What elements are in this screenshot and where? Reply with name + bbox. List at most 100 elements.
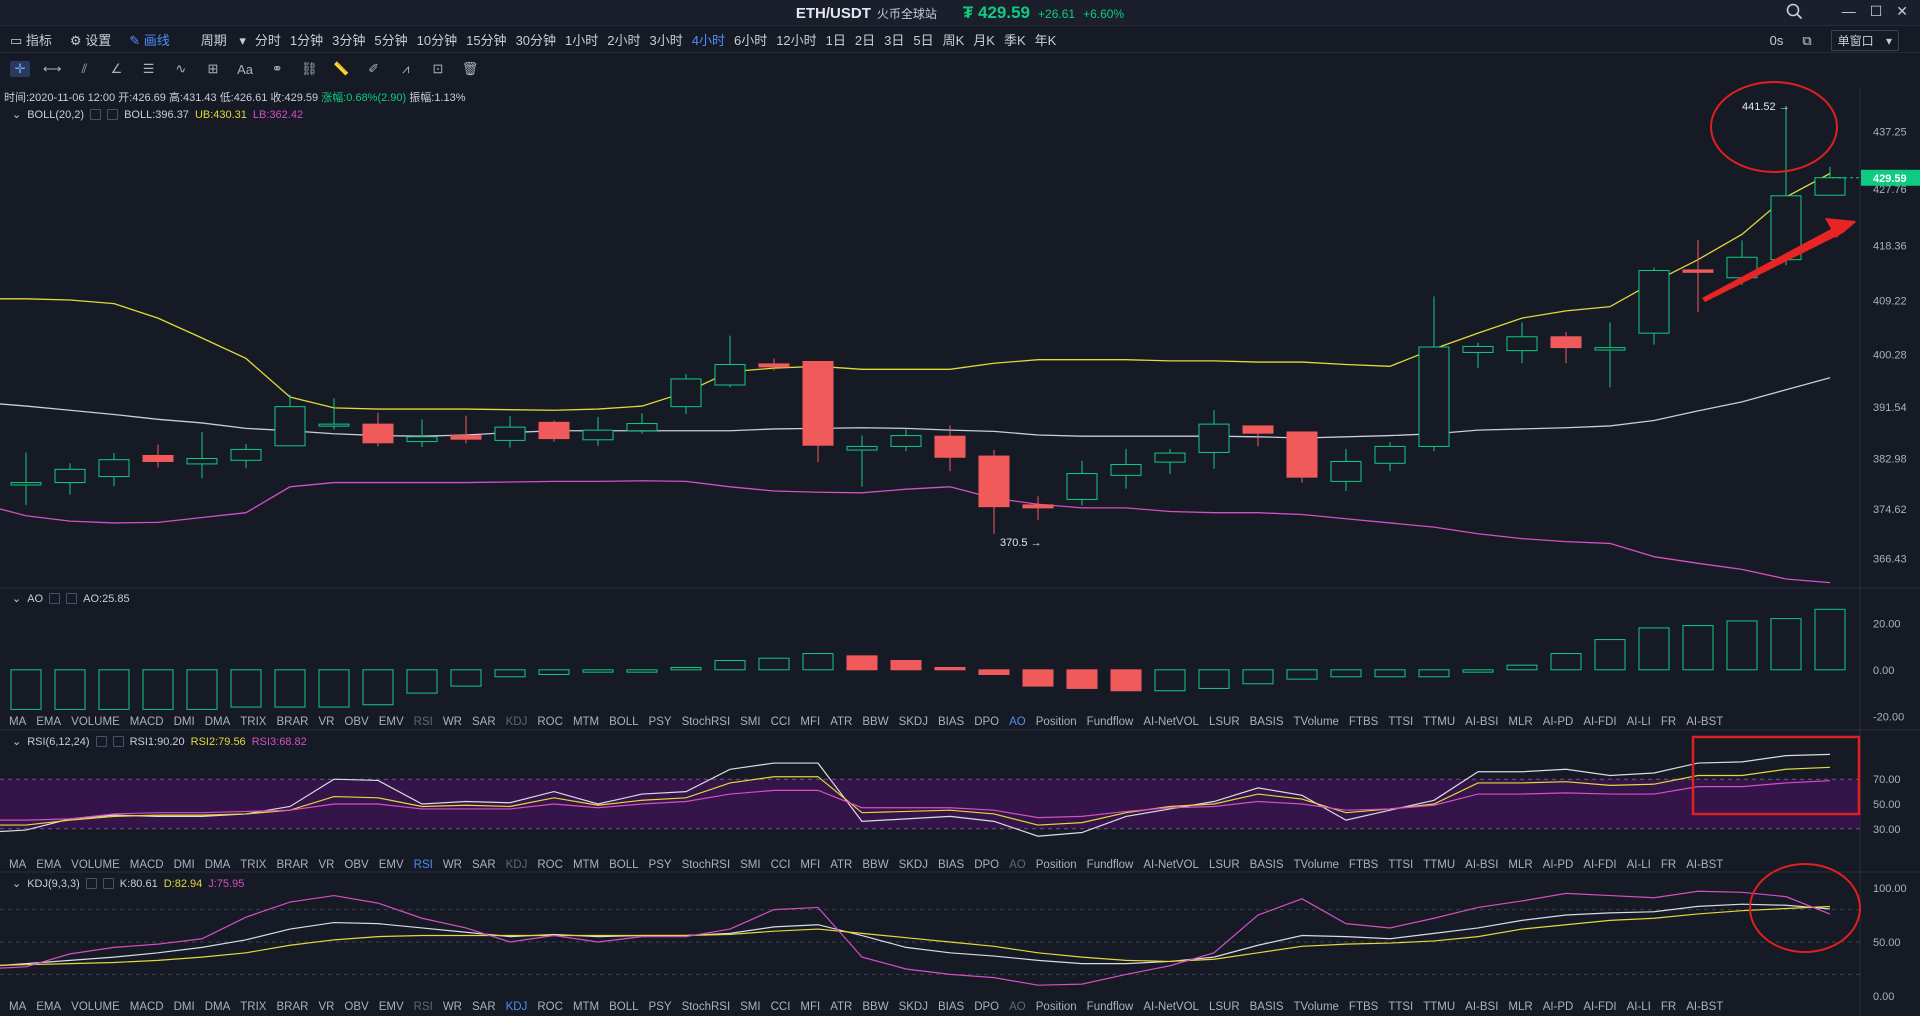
- indicator-tab-bbw[interactable]: BBW: [862, 715, 889, 728]
- maximize-icon[interactable]: ☐: [1869, 3, 1883, 19]
- period-dropdown[interactable]: 周期 ▾: [200, 33, 246, 48]
- period-13[interactable]: 1日: [825, 33, 846, 48]
- indicator-tab-lsur[interactable]: LSUR: [1208, 1000, 1240, 1013]
- indicator-tab-dmi[interactable]: DMI: [173, 858, 195, 871]
- indicator-tab-kdj[interactable]: KDJ: [505, 715, 528, 728]
- indicator-tab-smi[interactable]: SMI: [740, 1000, 761, 1013]
- indicator-tab-macd[interactable]: MACD: [129, 1000, 164, 1013]
- indicator-tab-boll[interactable]: BOLL: [609, 1000, 639, 1013]
- indicator-tab-ema[interactable]: EMA: [36, 1000, 62, 1013]
- period-16[interactable]: 5日: [913, 33, 934, 48]
- indicator-tab-sar[interactable]: SAR: [471, 715, 496, 728]
- indicator-tab-obv[interactable]: OBV: [344, 1000, 369, 1013]
- indicator-tab-stochrsi[interactable]: StochRSI: [681, 715, 731, 728]
- indicator-tab-ema[interactable]: EMA: [36, 715, 62, 728]
- ruler-tool-icon[interactable]: 📏: [333, 61, 350, 76]
- indicator-tab-bbw[interactable]: BBW: [862, 1000, 889, 1013]
- indicator-tab-ttsi[interactable]: TTSI: [1388, 1000, 1414, 1013]
- indicator-tab-ai-bsi[interactable]: AI-BSI: [1465, 1000, 1499, 1013]
- indicator-tab-basis[interactable]: BASIS: [1249, 715, 1284, 728]
- indicator-tab-ema[interactable]: EMA: [36, 858, 62, 871]
- indicator-tab-bias[interactable]: BIAS: [937, 1000, 965, 1013]
- indicator-tab-boll[interactable]: BOLL: [609, 858, 639, 871]
- indicator-tab-fundflow[interactable]: Fundflow: [1086, 858, 1134, 871]
- indicator-tab-ttsi[interactable]: TTSI: [1388, 858, 1414, 871]
- indicator-tab-fr[interactable]: FR: [1660, 715, 1677, 728]
- collapse-ao-icon[interactable]: ⌄: [12, 593, 22, 605]
- indicator-tab-kdj[interactable]: KDJ: [505, 1000, 528, 1013]
- indicator-tab-ao[interactable]: AO: [1009, 715, 1026, 728]
- indicator-tab-cci[interactable]: CCI: [770, 1000, 791, 1013]
- period-4[interactable]: 10分钟: [416, 33, 458, 48]
- indicator-tab-ftbs[interactable]: FTBS: [1348, 715, 1379, 728]
- link-tool-icon[interactable]: ⛓: [301, 61, 318, 76]
- indicator-tab-dpo[interactable]: DPO: [974, 858, 1000, 871]
- indicator-tab-obv[interactable]: OBV: [344, 858, 369, 871]
- indicator-tab-mlr[interactable]: MLR: [1508, 1000, 1533, 1013]
- indicator-tab-atr[interactable]: ATR: [830, 1000, 853, 1013]
- indicator-tab-dpo[interactable]: DPO: [974, 715, 1000, 728]
- indicator-tab-basis[interactable]: BASIS: [1249, 858, 1284, 871]
- indicator-tab-rsi[interactable]: RSI: [413, 1000, 433, 1013]
- boll-settings-icon[interactable]: [90, 109, 102, 120]
- angle-tool-icon[interactable]: ∠: [110, 61, 123, 76]
- period-20[interactable]: 年K: [1034, 33, 1057, 48]
- indicator-tab-emv[interactable]: EMV: [378, 1000, 404, 1013]
- trend-line-tool-icon[interactable]: ⫽: [81, 61, 88, 76]
- indicator-tab-tvolume[interactable]: TVolume: [1293, 858, 1339, 871]
- indicator-tab-boll[interactable]: BOLL: [609, 715, 639, 728]
- period-10[interactable]: 4小时: [691, 33, 725, 48]
- indicator-tab-ai-li[interactable]: AI-LI: [1626, 858, 1651, 871]
- indicator-tab-emv[interactable]: EMV: [378, 715, 404, 728]
- indicator-tab-ma[interactable]: MA: [9, 1000, 27, 1013]
- indicator-tab-brar[interactable]: BRAR: [276, 715, 309, 728]
- ao-settings-icon[interactable]: [49, 593, 61, 604]
- indicator-tab-ftbs[interactable]: FTBS: [1348, 1000, 1379, 1013]
- indicator-tab-psy[interactable]: PSY: [648, 858, 672, 871]
- indicator-tab-rsi[interactable]: RSI: [413, 715, 433, 728]
- boll-close-icon[interactable]: [107, 109, 119, 120]
- indicator-tab-ai-bsi[interactable]: AI-BSI: [1465, 715, 1499, 728]
- indicator-tab-dmi[interactable]: DMI: [173, 715, 195, 728]
- indicator-tab-vr[interactable]: VR: [318, 715, 335, 728]
- indicator-tab-skdj[interactable]: SKDJ: [898, 858, 928, 871]
- indicator-tab-atr[interactable]: ATR: [830, 858, 853, 871]
- indicator-tab-dma[interactable]: DMA: [204, 715, 231, 728]
- indicator-button[interactable]: ▭ 指标: [10, 33, 52, 48]
- indicator-tab-dma[interactable]: DMA: [204, 858, 231, 871]
- text-tool-icon[interactable]: Aa: [237, 61, 253, 77]
- settings-button[interactable]: ⚙ 设置: [69, 33, 112, 48]
- indicator-tab-obv[interactable]: OBV: [344, 715, 369, 728]
- indicator-tab-ai-pd[interactable]: AI-PD: [1542, 1000, 1574, 1013]
- indicator-tab-kdj[interactable]: KDJ: [505, 858, 528, 871]
- indicator-tab-ai-fdi[interactable]: AI-FDI: [1583, 1000, 1617, 1013]
- collapse-kdj-icon[interactable]: ⌄: [12, 878, 22, 890]
- indicator-tab-position[interactable]: Position: [1035, 858, 1077, 871]
- period-18[interactable]: 月K: [973, 33, 995, 48]
- indicator-tab-ai-li[interactable]: AI-LI: [1626, 715, 1651, 728]
- indicator-tab-smi[interactable]: SMI: [740, 858, 761, 871]
- indicator-tab-atr[interactable]: ATR: [830, 715, 853, 728]
- indicator-tab-ai-bst[interactable]: AI-BST: [1686, 1000, 1724, 1013]
- indicator-tab-wr[interactable]: WR: [442, 858, 462, 871]
- indicator-tab-ai-bst[interactable]: AI-BST: [1686, 715, 1724, 728]
- indicator-tab-dma[interactable]: DMA: [204, 1000, 231, 1013]
- indicator-tab-mtm[interactable]: MTM: [572, 1000, 600, 1013]
- indicator-tab-position[interactable]: Position: [1035, 1000, 1077, 1013]
- indicator-tab-brar[interactable]: BRAR: [276, 858, 309, 871]
- channel-tool-icon[interactable]: ☰: [142, 61, 155, 76]
- lock-tool-icon[interactable]: ⊡: [432, 61, 444, 76]
- indicator-tab-dmi[interactable]: DMI: [173, 1000, 195, 1013]
- indicator-tab-ttmu[interactable]: TTMU: [1423, 715, 1456, 728]
- kdj-close-icon[interactable]: [102, 878, 114, 889]
- indicator-tab-ma[interactable]: MA: [9, 858, 27, 871]
- pattern-tool-icon[interactable]: ∿: [175, 61, 187, 76]
- indicator-tab-volume[interactable]: VOLUME: [71, 858, 120, 871]
- collapse-boll-icon[interactable]: ⌄: [12, 109, 22, 121]
- indicator-tab-mtm[interactable]: MTM: [572, 858, 600, 871]
- indicator-tab-ai-bsi[interactable]: AI-BSI: [1465, 858, 1499, 871]
- period-3[interactable]: 5分钟: [374, 33, 408, 48]
- indicator-tab-lsur[interactable]: LSUR: [1208, 858, 1240, 871]
- indicator-tab-roc[interactable]: ROC: [537, 1000, 563, 1013]
- period-2[interactable]: 3分钟: [332, 33, 366, 48]
